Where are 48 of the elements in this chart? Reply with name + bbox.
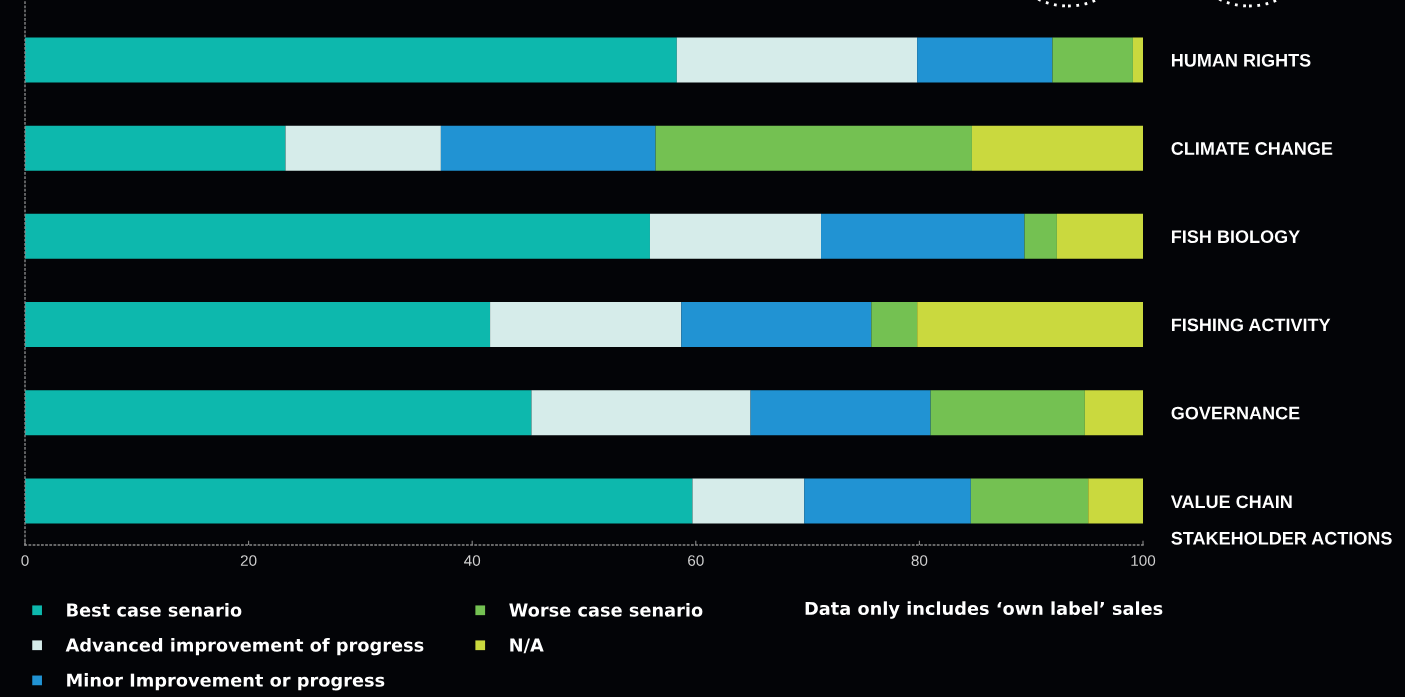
bar	[917, 302, 1143, 348]
y-tick-label: CLIMATE CHANGE	[1171, 142, 1333, 155]
bar	[1132, 37, 1143, 83]
x-tick-label: 80	[911, 555, 928, 566]
bar	[649, 213, 822, 259]
bar	[25, 37, 677, 83]
legend-label: Advanced improvement of progress	[65, 637, 424, 656]
legend-label: Minor Improvement or progress	[67, 673, 385, 691]
bar	[655, 125, 972, 171]
x-tick-label: 100	[1131, 555, 1156, 566]
y-tick-label: FISHING ACTIVITY	[1171, 318, 1331, 332]
x-tick-label: 60	[688, 555, 704, 566]
bar	[1088, 478, 1143, 524]
bar	[1052, 37, 1133, 83]
bar	[490, 302, 682, 348]
bar	[692, 478, 805, 524]
bar	[1056, 213, 1143, 259]
bar	[871, 302, 918, 348]
bar	[676, 37, 918, 83]
bar	[531, 390, 751, 436]
bar	[750, 390, 931, 436]
legend-label: Best case senario	[67, 603, 242, 617]
y-tick-label: FISH BIOLOGY	[1171, 230, 1300, 244]
bar	[25, 125, 286, 171]
bar	[804, 478, 971, 524]
bar	[440, 125, 656, 171]
bar	[25, 478, 693, 524]
bar	[1084, 390, 1143, 436]
bar	[1024, 213, 1057, 259]
bar	[25, 302, 491, 348]
x-tick-label: 20	[240, 555, 257, 566]
bar	[971, 125, 1143, 171]
bar	[25, 390, 532, 436]
bar	[930, 390, 1085, 436]
x-tick-label: 0	[21, 555, 29, 566]
bar	[970, 478, 1089, 524]
category-label: VALUE CHAIN STAKEHOLDER ACTIONS	[1170, 495, 1392, 545]
bar	[821, 213, 1025, 259]
bar	[285, 125, 441, 171]
y-tick-label: GOVERNANCE	[1171, 406, 1300, 420]
y-tick-label: HUMAN RIGHTS	[1171, 53, 1311, 67]
legend-label: N/A	[510, 638, 544, 654]
legend-label: Worse case senario	[509, 603, 703, 617]
bar	[917, 37, 1053, 83]
bar	[681, 302, 872, 348]
bar	[25, 213, 650, 259]
text: Data only includes ‘own label’ sales	[805, 601, 1163, 619]
x-tick-label: 40	[464, 555, 481, 566]
